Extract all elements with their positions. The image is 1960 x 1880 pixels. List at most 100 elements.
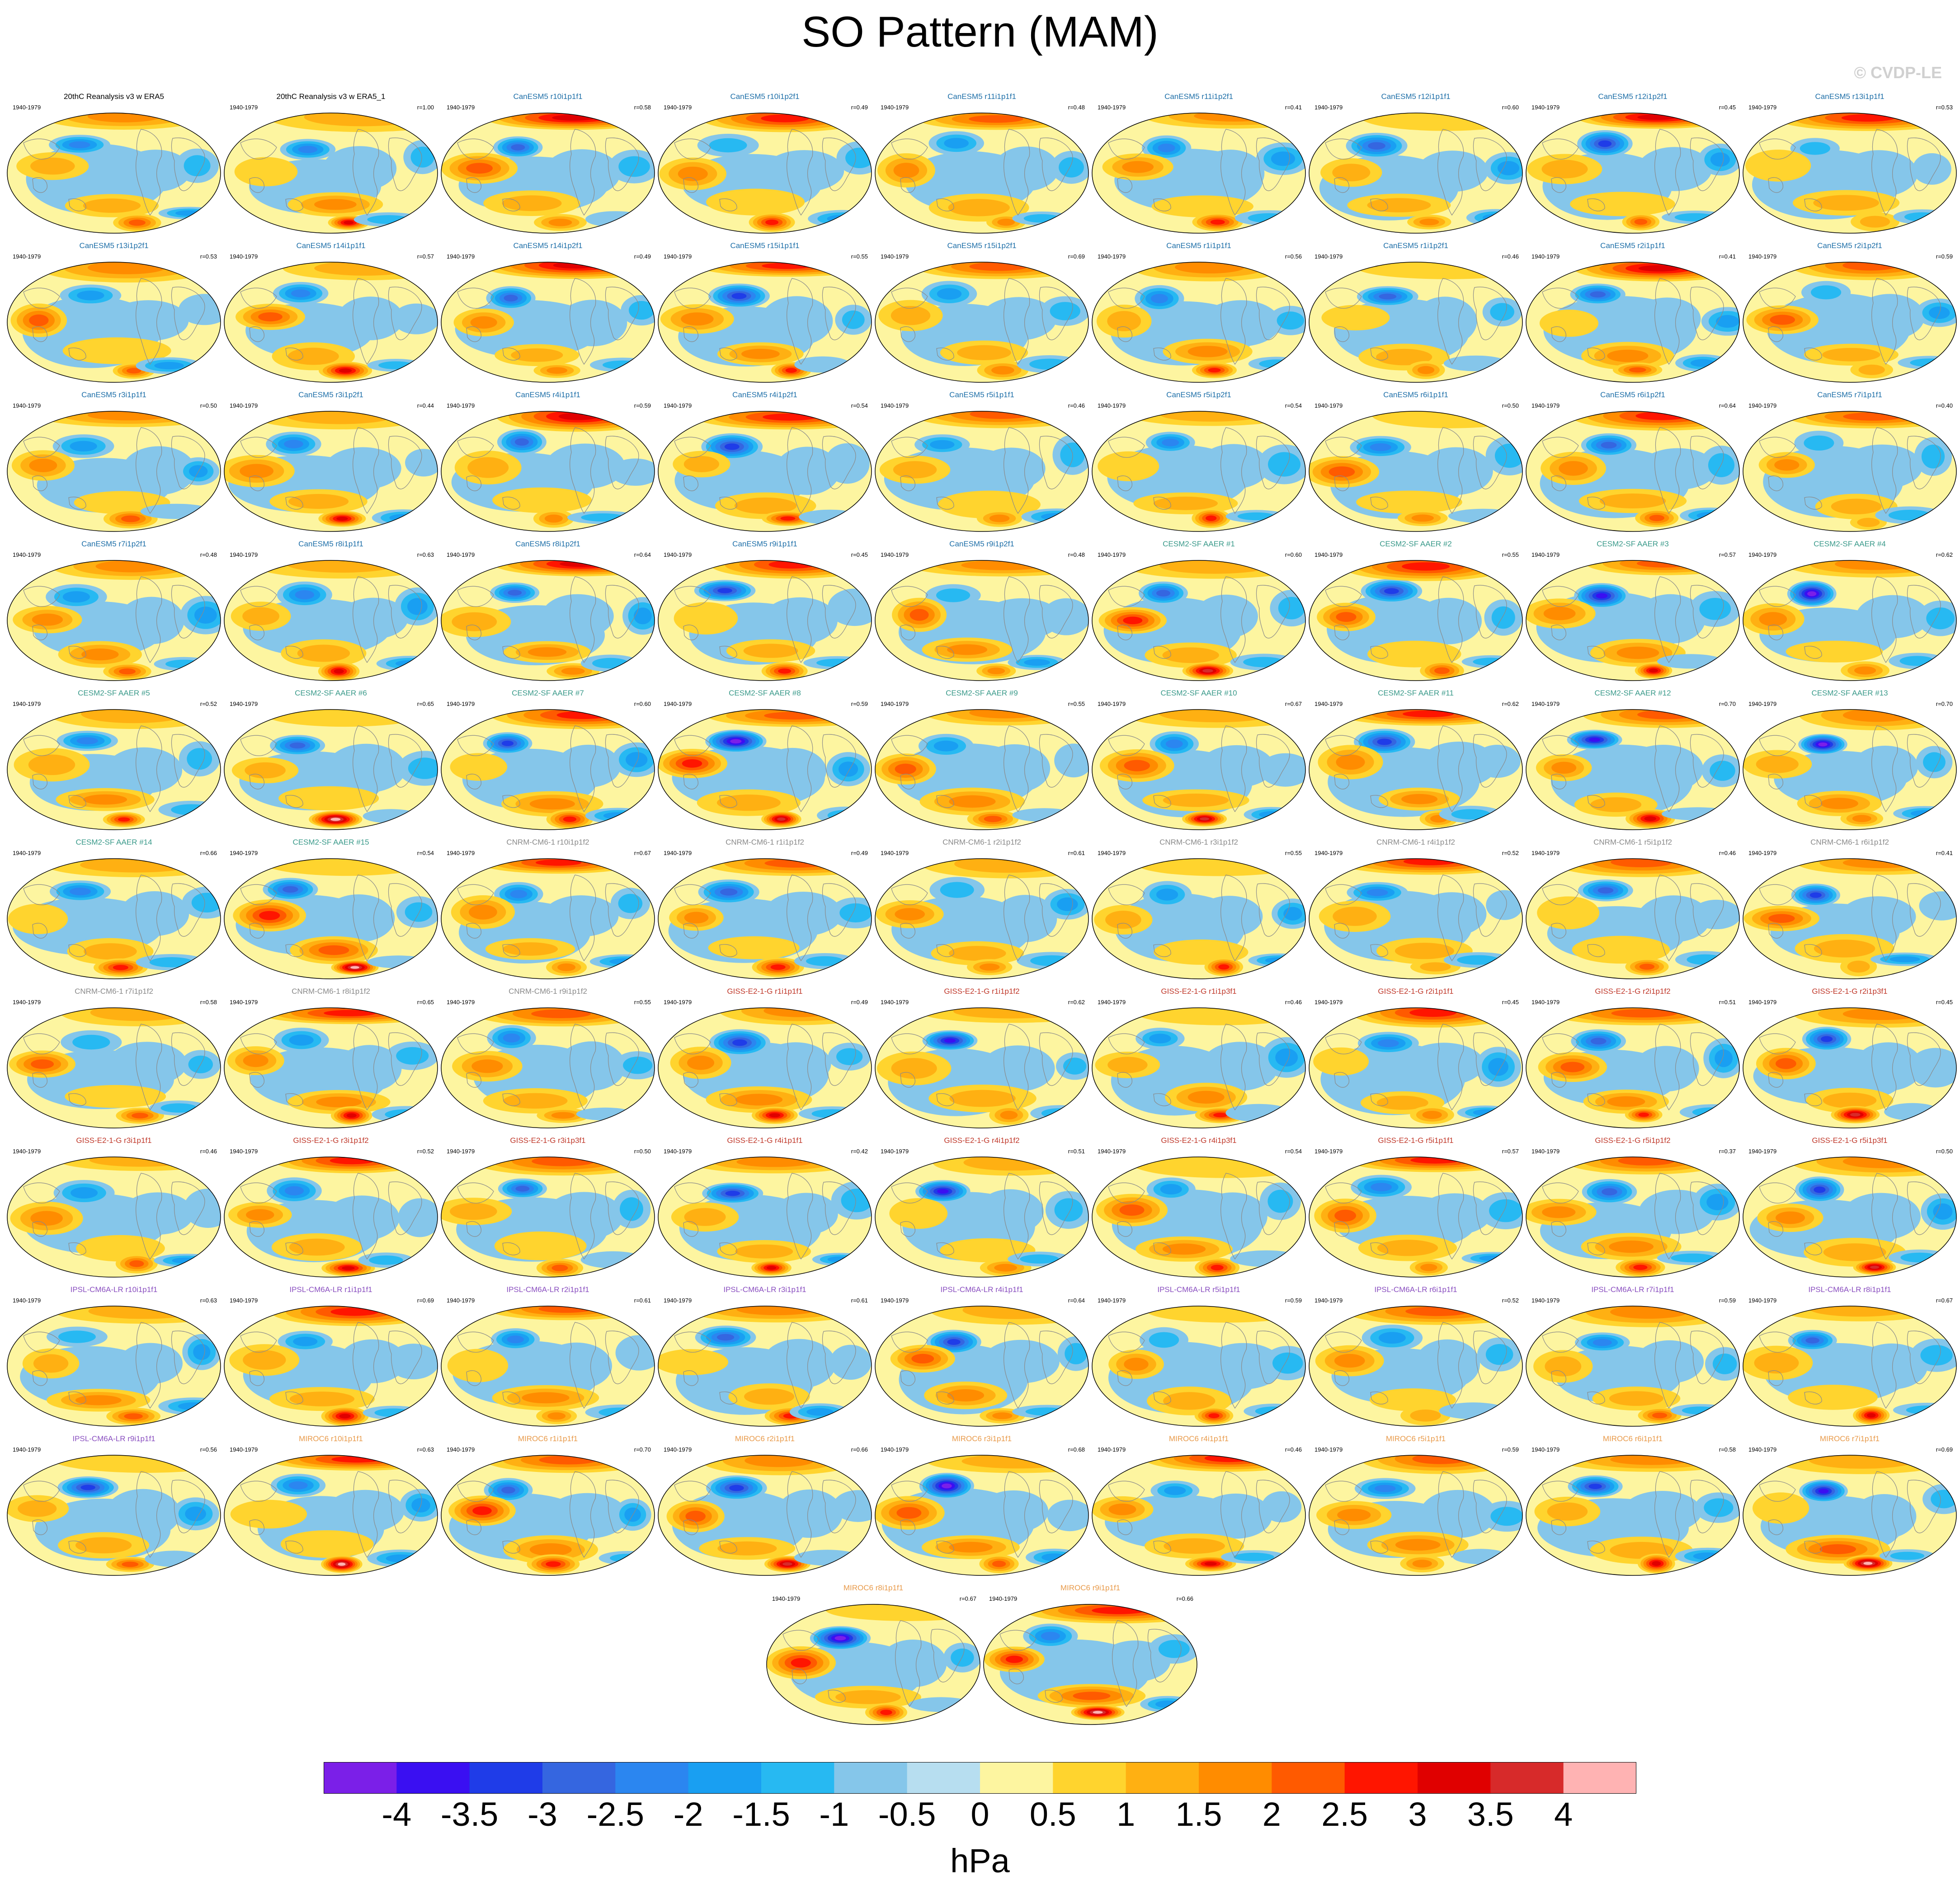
panel-correlation: r=0.60 <box>1285 551 1302 558</box>
coastline <box>457 1331 494 1353</box>
coastline <box>674 735 711 756</box>
page-title: SO Pattern (MAM) <box>801 8 1159 56</box>
north-pacific-low <box>1588 1484 1602 1489</box>
panel-period: 1940-1979 <box>1098 104 1126 111</box>
atlantic-low <box>1277 311 1304 330</box>
map-panel: CNRM-CM6-1 r4i1p1f2 1940-1979 r=0.52 <box>1307 838 1524 981</box>
coastline <box>240 1033 277 1054</box>
map-panel: GISS-E2-1-G r1i1p1f2 1940-1979 r=0.62 <box>873 987 1090 1130</box>
panel-period: 1940-1979 <box>13 850 41 856</box>
north-pacific-low <box>70 441 97 451</box>
subtropical-high <box>895 908 925 921</box>
map-outline <box>1526 1156 1740 1278</box>
coastline <box>822 1181 856 1235</box>
north-pacific-low <box>1150 294 1168 304</box>
panel-correlation: r=0.54 <box>1285 402 1302 409</box>
coastline <box>1654 427 1681 514</box>
map-panel: CNRM-CM6-1 r10i1p1f2 1940-1979 r=0.67 <box>439 838 656 981</box>
south-pacific-high <box>1649 515 1664 522</box>
sea-level-pressure-map <box>1526 1306 1740 1427</box>
coastline <box>32 475 47 491</box>
coastline <box>136 129 162 216</box>
coastline <box>353 129 379 216</box>
coastline <box>1587 348 1605 361</box>
southern-high <box>1376 348 1432 366</box>
coastline <box>23 1033 60 1054</box>
atlantic-low <box>1485 1344 1513 1365</box>
map-outline <box>1309 858 1523 979</box>
coastline <box>683 1519 698 1535</box>
sea-level-pressure-map <box>1309 858 1523 979</box>
panel-correlation: r=0.61 <box>634 1297 651 1304</box>
coastline <box>570 1024 596 1111</box>
subtropical-high <box>1560 1062 1585 1072</box>
coastline <box>1654 1471 1681 1558</box>
arctic-high <box>264 710 425 727</box>
coastline <box>1654 576 1681 663</box>
map-outline <box>875 1007 1089 1128</box>
southern-ocean-low <box>1910 810 1939 817</box>
panel-correlation: r=0.55 <box>634 999 651 1006</box>
panel-correlation: r=0.57 <box>1502 1148 1519 1155</box>
panel-correlation: r=0.45 <box>1502 999 1519 1006</box>
coastline <box>249 625 264 640</box>
map-outline <box>875 709 1089 830</box>
north-pacific-low <box>284 440 303 449</box>
tropical-low-region <box>1841 1193 1921 1240</box>
coastline <box>1008 1668 1024 1684</box>
tropical-low-region <box>1201 300 1281 347</box>
map-panel: CanESM5 r1i1p2f1 1940-1979 r=0.46 <box>1307 241 1524 384</box>
southern-ocean-low <box>1674 213 1716 221</box>
southern-ocean-low <box>172 1257 201 1264</box>
panel-period: 1940-1979 <box>13 551 41 558</box>
tropical-low-region <box>1840 150 1918 197</box>
coastline <box>822 1032 856 1086</box>
coastline <box>23 138 60 160</box>
tropical-low-region <box>1198 444 1269 489</box>
coastline <box>353 278 379 365</box>
tropical-low-region <box>1637 147 1712 191</box>
coastline <box>1759 138 1796 160</box>
coastline <box>570 576 596 663</box>
southern-high <box>314 199 357 210</box>
southern-ocean-low <box>165 659 203 668</box>
north-pacific-low <box>511 144 525 151</box>
coastline <box>1334 177 1349 193</box>
sea-level-pressure-map <box>1092 262 1306 383</box>
tropical-low-region <box>994 146 1059 191</box>
coastline <box>1153 795 1171 808</box>
tropical-low-region <box>1194 594 1258 639</box>
colorbar-swatch <box>542 1762 616 1794</box>
map-outline <box>1092 709 1306 830</box>
coastline <box>1654 1322 1681 1409</box>
southern-ocean-low <box>149 957 194 968</box>
coastline <box>1759 287 1796 309</box>
panel-correlation: r=0.37 <box>1719 1148 1736 1155</box>
panel-period: 1940-1979 <box>1098 999 1126 1006</box>
map-outline <box>441 1455 655 1576</box>
southern-high <box>835 1690 901 1704</box>
subtropical-high <box>466 163 493 174</box>
sea-level-pressure-map <box>1526 709 1740 830</box>
coastline <box>1325 1331 1362 1353</box>
panel-correlation: r=0.65 <box>417 700 434 707</box>
coastline <box>249 774 264 790</box>
colorbar-tick-label: -4 <box>382 1795 412 1833</box>
north-pacific-low <box>1377 1039 1399 1048</box>
southern-high <box>1822 348 1880 362</box>
tropical-low-region <box>105 747 183 794</box>
atlantic-low <box>1042 598 1088 635</box>
subtropical-high <box>681 312 714 326</box>
north-pacific-low <box>295 590 315 600</box>
subtropical-high <box>471 1059 503 1073</box>
southern-ocean-low <box>1482 214 1509 221</box>
south-pacific-high <box>1000 1110 1018 1120</box>
subtropical-high <box>234 157 298 187</box>
colorbar-outline <box>324 1762 1636 1794</box>
atlantic-low <box>1710 152 1730 167</box>
map-outline <box>1092 1156 1306 1278</box>
map-panel: GISS-E2-1-G r1i1p1f1 1940-1979 r=0.49 <box>656 987 873 1130</box>
southern-high <box>289 1391 355 1406</box>
north-pacific-low <box>291 289 311 297</box>
coastline <box>1473 1480 1507 1533</box>
